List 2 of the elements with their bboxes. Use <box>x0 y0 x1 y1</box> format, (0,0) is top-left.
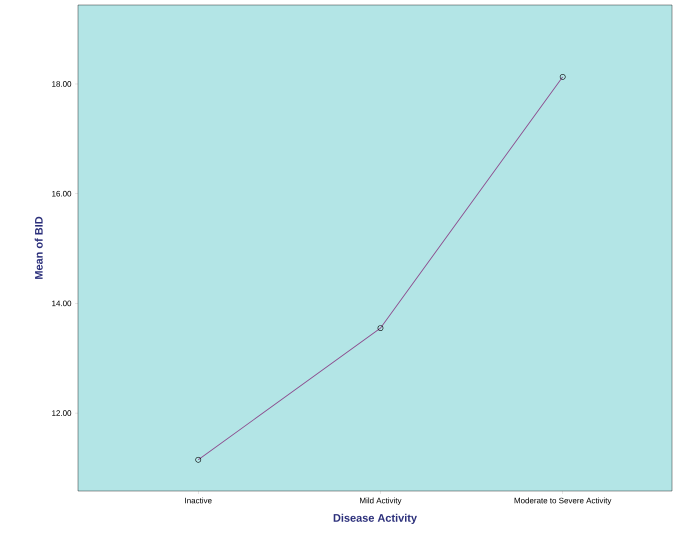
y-axis-title: Mean of BID <box>34 216 43 279</box>
x-axis-title: Disease Activity <box>334 514 417 524</box>
